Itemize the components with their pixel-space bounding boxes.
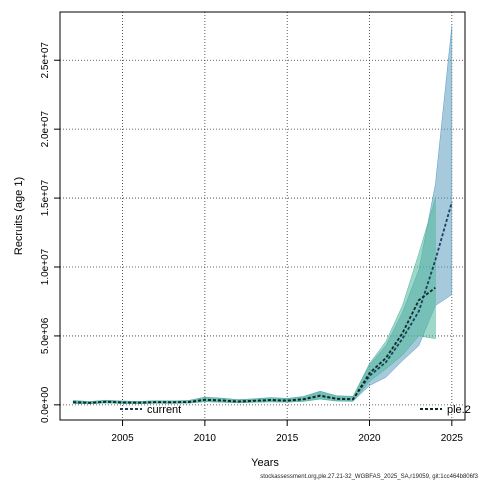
legend-item-ple2: ple.2 (420, 404, 471, 416)
y-tick-label-0: 0.0e+00 (40, 386, 51, 423)
y-tick-label-2: 1.0e+07 (40, 248, 51, 285)
confidence-band-ple2 (72, 198, 436, 405)
legend-label-ple2: ple.2 (447, 404, 471, 416)
x-axis-ticks: 2005 2010 2015 2020 2025 (111, 420, 463, 444)
y-axis-label: Recruits (age 1) (13, 177, 25, 255)
x-tick-label-1: 2010 (194, 433, 217, 444)
legend-label-current: current (147, 404, 181, 416)
grid (60, 12, 465, 420)
series-line-current (73, 201, 453, 404)
series-line-ple2 (73, 286, 436, 404)
x-tick-label-0: 2005 (111, 433, 134, 444)
x-tick-label-2: 2015 (276, 433, 299, 444)
y-tick-label-5: 2.5e+07 (40, 42, 51, 79)
legend-item-current: current (120, 404, 181, 416)
legend: current ple.2 (120, 404, 471, 416)
footer-text: stockassessment.org,ple.27.21-32_WGBFAS_… (260, 474, 478, 480)
x-tick-label-4: 2025 (441, 433, 464, 444)
x-tick-label-3: 2020 (358, 433, 381, 444)
series-lines (73, 201, 453, 404)
y-tick-label-1: 5.0e+06 (40, 317, 51, 354)
y-tick-label-4: 2.0e+07 (40, 111, 51, 148)
plot-frame (59, 11, 466, 421)
y-axis-ticks: 0.0e+00 5.0e+06 1.0e+07 1.5e+07 2.0e+07 2.5e+… (40, 42, 60, 423)
x-axis-label: Years (251, 457, 279, 469)
y-tick-label-3: 1.5e+07 (40, 179, 51, 216)
confidence-bands (72, 25, 453, 405)
